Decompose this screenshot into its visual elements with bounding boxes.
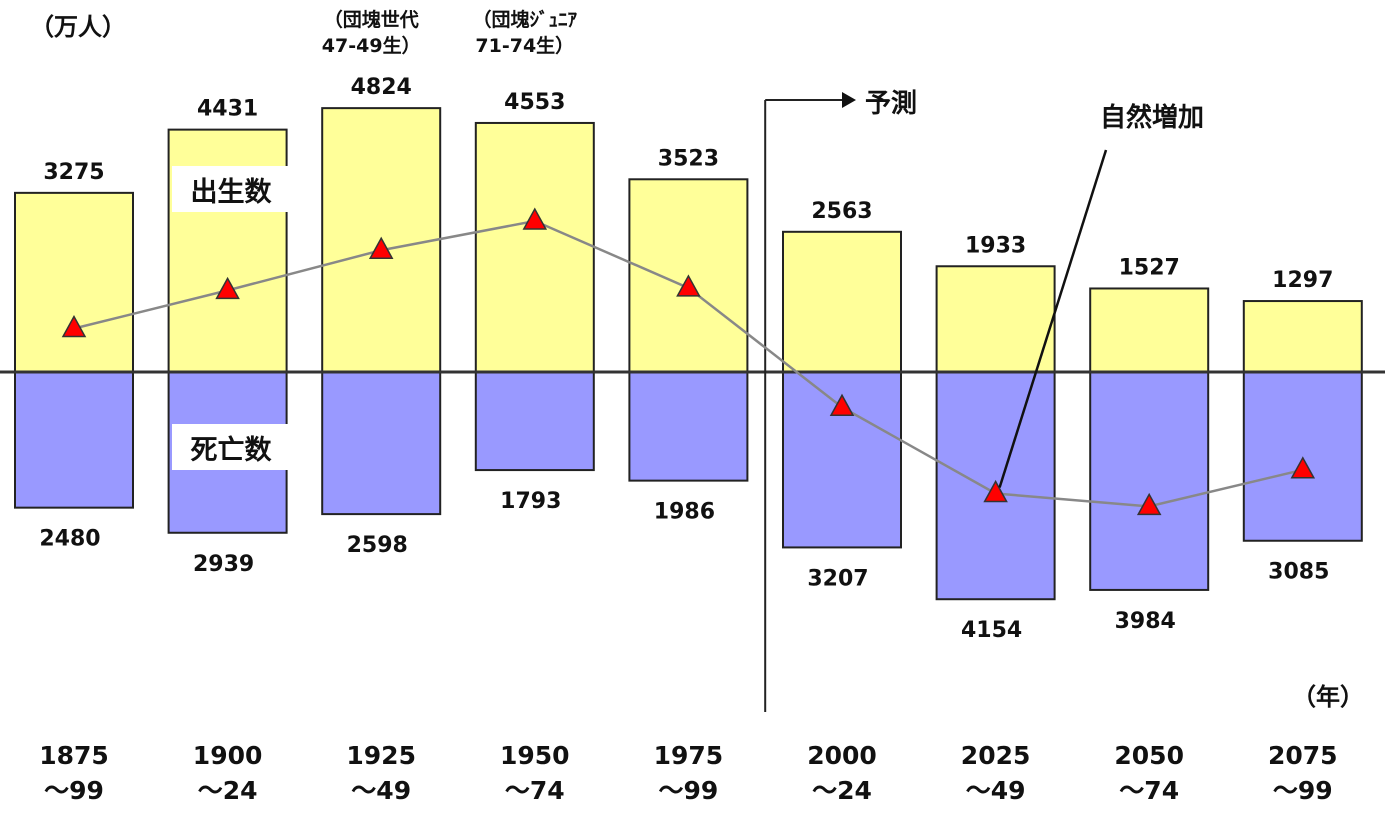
deaths-value-label: 3085: [1268, 560, 1329, 585]
births-bar: [14, 191, 134, 373]
births-value-label: 1297: [1272, 268, 1333, 293]
births-value-label: 4553: [504, 90, 565, 115]
births-value-label: 4824: [351, 75, 412, 100]
category-label-top: 2025: [961, 741, 1031, 770]
generation-annotation: 71-74生）: [475, 34, 574, 57]
category-label-top: 1900: [193, 741, 263, 770]
births-label-bg: [172, 166, 290, 212]
category-label-bottom: ～99: [659, 776, 719, 805]
births-bar: [782, 230, 902, 373]
natural-increase-marker: [368, 236, 394, 259]
births-bar: [935, 265, 1056, 373]
deaths-bar: [14, 371, 134, 509]
natural-increase-line: [61, 149, 1316, 516]
births-label: 出生数: [191, 177, 273, 208]
deaths-bar: [1089, 371, 1210, 591]
births-bar: [474, 121, 595, 373]
deaths-value-label: 3984: [1115, 609, 1176, 634]
category-label-top: 2000: [807, 741, 877, 770]
category-label-top: 1875: [39, 741, 109, 770]
natural-increase-marker: [829, 393, 855, 416]
category-label-bottom: ～99: [1273, 776, 1333, 805]
deaths-value-label: 1986: [654, 500, 715, 525]
deaths-value-label: 3207: [807, 566, 868, 591]
natural-increase-marker: [215, 276, 240, 300]
births-value-label: 3275: [43, 160, 104, 185]
deaths-value-label: 1793: [500, 489, 561, 514]
births-value-label: 1527: [1119, 255, 1180, 280]
deaths-bar: [321, 371, 442, 516]
deaths-value-label: 2598: [347, 533, 408, 558]
births-value-label: 3523: [658, 146, 719, 171]
natural-increase-marker: [1290, 456, 1316, 479]
births-bar: [1089, 287, 1210, 374]
forecast-marker: [764, 92, 856, 712]
category-label-bottom: ～24: [812, 776, 872, 805]
category-label-top: 1950: [500, 741, 570, 770]
category-label-bottom: ～49: [351, 776, 411, 805]
deaths-value-label: 2939: [193, 552, 254, 577]
natural-increase-marker: [676, 274, 701, 297]
deaths-bar: [474, 371, 595, 472]
generation-annotation: 47-49生）: [322, 34, 421, 57]
category-label-top: 1925: [346, 741, 416, 770]
category-label-bottom: ～24: [198, 776, 258, 805]
category-label-top: 2050: [1114, 741, 1184, 770]
deaths-value-label: 4154: [961, 618, 1022, 643]
deaths-label: 死亡数: [191, 435, 273, 466]
value-labels: 3275 4431 4824 4553 3523 2563 1933 1527 1297 2480…: [39, 75, 1333, 643]
deaths-bar: [628, 371, 749, 482]
births-value-label: 2563: [811, 199, 872, 224]
year-label: （年）: [1292, 683, 1364, 711]
generation-annotation: （団塊ｼﾞｭﾆｱ: [473, 8, 578, 31]
category-label-bottom: ～99: [44, 776, 104, 805]
generation-annotation: （団塊世代: [324, 8, 419, 31]
forecast-arrowhead: [842, 92, 856, 108]
category-label-bottom: ～74: [1119, 776, 1179, 805]
natural-increase-marker: [522, 207, 548, 230]
annotations: （団塊世代 47-49生） （団塊ｼﾞｭﾆｱ 71-74生）: [322, 8, 578, 57]
category-label-top: 2075: [1268, 741, 1338, 770]
category-labels: 1875 ～99 1900 ～24 1925 ～49 1950 ～74 1975 ～99 2000 ～…: [39, 741, 1337, 805]
births-bar: [167, 128, 288, 373]
natural-increase-marker: [61, 314, 87, 338]
natural-increase-label: 自然増加: [1100, 102, 1204, 133]
births-value-label: 1933: [965, 233, 1026, 258]
unit-label: （万人）: [30, 13, 126, 41]
forecast-label: 予測: [865, 89, 917, 119]
category-label-bottom: ～74: [505, 776, 565, 805]
natural-increase-marker: [983, 479, 1008, 503]
category-label-bottom: ～49: [966, 776, 1026, 805]
births-bar: [1242, 300, 1363, 374]
natural-increase-marker: [1136, 492, 1162, 516]
deaths-value-label: 2480: [39, 527, 100, 552]
births-value-label: 4431: [197, 97, 258, 122]
deaths-label-bg: [172, 424, 290, 470]
category-label-top: 1975: [654, 741, 724, 770]
natural-increase-pointer: [998, 149, 1108, 488]
